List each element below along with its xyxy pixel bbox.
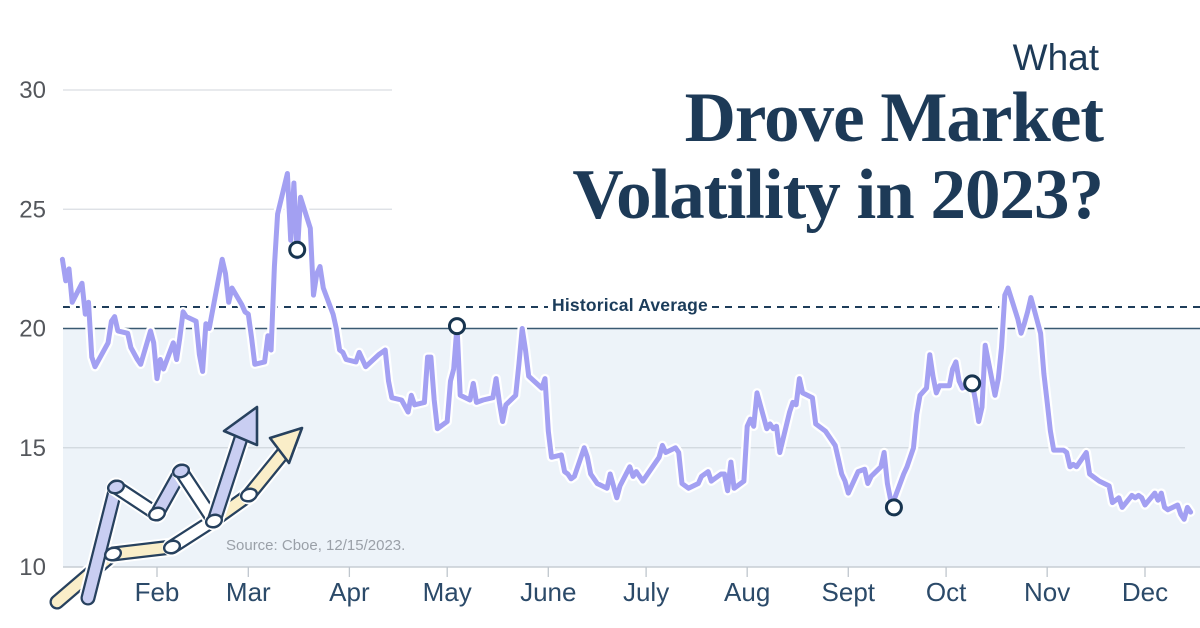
arrow-joint [171, 463, 191, 479]
y-label-25: 25 [19, 196, 46, 223]
arrow-joint [103, 546, 123, 562]
arrow-joint [239, 487, 259, 503]
y-label-20: 20 [19, 316, 46, 343]
x-label-july: July [623, 577, 669, 607]
x-label-dec: Dec [1122, 577, 1168, 607]
vix-line [59, 171, 1194, 522]
x-label-june: June [520, 577, 576, 607]
title-block: What Drove Market Volatility in 2023? [572, 37, 1104, 234]
page-title-line2: Volatility in 2023? [572, 156, 1104, 234]
arrow-segment [107, 541, 178, 560]
x-label-apr: Apr [329, 577, 370, 607]
y-label-15: 15 [19, 435, 46, 462]
arrow-joint [204, 513, 224, 529]
y-label-10: 10 [19, 554, 46, 581]
x-label-mar: Mar [226, 577, 271, 607]
event-marker-3 [884, 498, 903, 517]
growth-arrows-illustration [47, 405, 304, 612]
event-marker-4 [963, 374, 982, 393]
source-note: Source: Cboe, 12/15/2023. [226, 537, 406, 554]
x-label-feb: Feb [135, 577, 180, 607]
x-label-sept: Sept [822, 577, 876, 607]
x-label-oct: Oct [926, 577, 967, 607]
arrow-segment [208, 423, 250, 527]
arrow-joint [162, 539, 182, 555]
x-label-aug: Aug [724, 577, 770, 607]
title-kicker: What [1012, 37, 1099, 78]
event-marker-1 [288, 240, 307, 259]
x-label-may: May [423, 577, 472, 607]
event-marker-2 [447, 317, 466, 336]
page-title-line1: Drove Market [684, 79, 1104, 157]
arrow-joint [106, 479, 126, 495]
arrow-joint [147, 506, 167, 522]
historical-average-label: Historical Average [552, 295, 708, 315]
arrow-segment [82, 481, 122, 604]
arrowhead [222, 405, 259, 447]
x-label-nov: Nov [1024, 577, 1070, 607]
y-label-30: 30 [19, 77, 46, 104]
arrowhead [268, 426, 304, 465]
